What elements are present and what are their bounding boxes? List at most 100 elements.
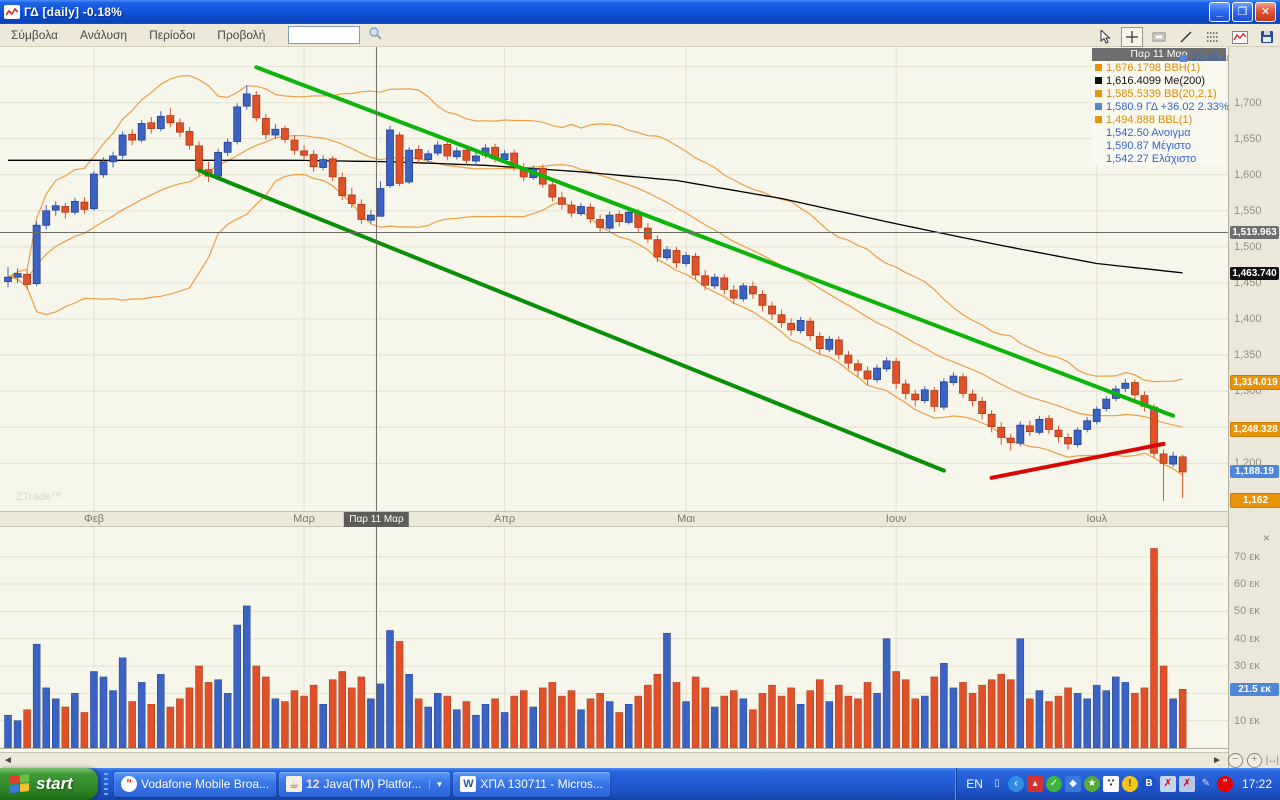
legend-row: 1,585.5339 BB(20,2,1) <box>1092 87 1226 100</box>
group-dropdown-arrow[interactable]: ▼ <box>429 779 443 789</box>
device-icon[interactable]: ▯ <box>994 778 1000 789</box>
network-offline-icon-2[interactable]: ✗ <box>1178 776 1195 792</box>
taskbar-divider <box>104 773 108 795</box>
cursor-icon[interactable] <box>1094 27 1116 47</box>
region-icon[interactable] <box>1148 27 1170 47</box>
price-badge: 1,188.19 <box>1230 465 1279 479</box>
horizontal-scrollbar[interactable]: ◄ ► <box>0 752 1228 768</box>
pen-icon[interactable]: ✎ <box>1201 778 1211 789</box>
window-title: ΓΔ [daily] -0.18% <box>24 5 122 19</box>
close-button[interactable]: ✕ <box>1255 2 1276 22</box>
word-icon: W <box>460 776 477 792</box>
hide-icons-chevron[interactable]: ‹ <box>1007 776 1024 792</box>
antivirus-check-icon[interactable]: ✓ <box>1045 776 1062 792</box>
scroll-right-arrow[interactable]: ► <box>1212 755 1222 766</box>
volume-tick-label: 70 εκ <box>1234 550 1260 563</box>
windows-flag-icon <box>10 774 30 794</box>
menu-bar: Σύμβολα Ανάλυση Περίοδοι Προβολή <box>0 24 1280 47</box>
price-badge: 1,162 <box>1230 493 1280 509</box>
volume-tick-label: 60 εκ <box>1234 578 1260 591</box>
price-badge: 1,463.740 <box>1230 266 1279 280</box>
legend-swatch <box>1095 64 1102 71</box>
chart-area[interactable]: ZTrade™ Παρ 11 Μαρ 1,676.1798 BBH(1) 1,61… <box>0 47 1280 768</box>
crosshair-icon[interactable] <box>1121 27 1143 47</box>
certificate-icon[interactable]: ★ <box>1083 776 1100 792</box>
price-badge: 1,314.019 <box>1230 374 1280 390</box>
volume-badge: 21.5 εκ <box>1230 682 1279 696</box>
dropbox-icon[interactable]: ◆ <box>1064 776 1081 792</box>
security-shield-icon[interactable]: ! <box>1121 776 1138 792</box>
month-label: Μαρ <box>293 513 315 525</box>
legend-date-header: Παρ 11 Μαρ <box>1092 48 1226 61</box>
zoom-out-button[interactable]: − <box>1227 753 1243 768</box>
java-icon: ☕ <box>286 776 303 792</box>
legend-swatch <box>1095 103 1102 110</box>
symbol-search-input[interactable] <box>288 26 361 44</box>
price-badge: 1,519.963 <box>1230 225 1279 239</box>
legend-row: 1,676.1798 BBH(1) <box>1092 61 1226 74</box>
price-badge: 1,248.328 <box>1230 421 1280 437</box>
menu-analysis[interactable]: Ανάλυση <box>80 28 128 42</box>
language-indicator[interactable]: EN <box>966 777 983 791</box>
legend-row: 1,542.27 Ελάχιστο <box>1106 152 1197 165</box>
legend-swatch <box>1095 77 1102 84</box>
menu-symbols[interactable]: Σύμβολα <box>11 28 58 42</box>
volume-chart[interactable] <box>0 527 1228 752</box>
legend-row: 1,616.4099 Me(200) <box>1092 74 1226 87</box>
fit-range-button[interactable]: |↔| <box>1265 755 1279 766</box>
volume-tick-label: 40 εκ <box>1234 632 1260 645</box>
price-chart[interactable] <box>0 47 1228 511</box>
month-label: Ιουλ <box>1086 513 1108 525</box>
legend-swatch <box>1095 90 1102 97</box>
taskbar-button[interactable]: ☕ 12 Java(TM) Platfor... ▼ <box>279 771 451 797</box>
price-tick-label: 1,700 <box>1234 96 1262 109</box>
system-tray: EN ▯ ‹ ▴ ✓ ◆ ★ ∵! B ✗ ✗ ✎” 17:22 <box>955 768 1280 800</box>
panda-icon[interactable]: ∵ <box>1102 776 1119 792</box>
legend-row: 1,494.888 BBL(1) <box>1092 113 1226 126</box>
vodafone-tray-icon[interactable]: ” <box>1216 776 1233 792</box>
ztrade-tray-icon[interactable]: ▴ <box>1026 776 1043 792</box>
taskbar-button[interactable]: W ΧΠΑ 130711 - Micros... <box>453 771 610 797</box>
indicator-legend: Παρ 11 Μαρ 1,676.1798 BBH(1) 1,616.4099 M… <box>1092 48 1229 165</box>
watermark: ZTrade™ <box>16 491 63 503</box>
minimize-button[interactable]: _ <box>1209 2 1230 22</box>
taskbar: start ” Vodafone Mobile Broa... ☕ 12 Java(TM… <box>0 768 1280 800</box>
trendline-icon[interactable] <box>1175 27 1197 47</box>
price-tick-label: 1,400 <box>1234 313 1262 326</box>
taskbar-button[interactable]: ” Vodafone Mobile Broa... <box>114 771 277 797</box>
bluetooth-icon[interactable]: B <box>1140 776 1157 792</box>
legend-swatch <box>1095 116 1102 123</box>
network-offline-icon[interactable]: ✗ <box>1159 776 1176 792</box>
indicator-chart-icon[interactable] <box>1229 27 1251 47</box>
restore-button[interactable]: ❐ <box>1232 2 1253 22</box>
price-tick-label: 1,600 <box>1234 168 1262 181</box>
clock: 17:22 <box>1241 777 1272 791</box>
vodafone-icon: ” <box>121 776 137 792</box>
legend-row: 1,580.9 ΓΔ +36.02 2.33% <box>1092 100 1229 113</box>
month-label: Ιουν <box>885 513 907 525</box>
search-icon[interactable] <box>368 26 383 45</box>
month-label: Μαι <box>677 513 696 525</box>
crosshair-date-badge: Παρ 11 Μαρ <box>344 512 409 527</box>
volume-close-icon[interactable]: × <box>1262 531 1270 545</box>
volume-swatch <box>1180 54 1188 62</box>
scroll-left-arrow[interactable]: ◄ <box>3 755 13 766</box>
price-axis-gutter: 1,700 1,650 1,600 1,550 1,500 1,450 1,400 1,350… <box>1228 47 1280 768</box>
retracement-icon[interactable] <box>1202 27 1224 47</box>
volume-tick-label: 10 εκ <box>1234 714 1260 727</box>
volume-tick-label: 50 εκ <box>1234 605 1260 618</box>
price-tick-label: 1,500 <box>1234 240 1262 253</box>
title-bar: ΓΔ [daily] -0.18% _ ❐ ✕ <box>0 0 1280 24</box>
menu-view[interactable]: Προβολή <box>217 28 266 42</box>
month-label: Απρ <box>494 513 516 525</box>
app-icon <box>4 5 20 19</box>
save-icon[interactable] <box>1256 27 1278 47</box>
price-tick-label: 1,650 <box>1234 132 1262 145</box>
legend-row: 1,542.50 Ανοιγμα <box>1106 126 1191 139</box>
price-tick-label: 1,450 <box>1234 276 1262 289</box>
start-button[interactable]: start <box>0 768 98 800</box>
menu-periods[interactable]: Περίοδοι <box>149 28 196 42</box>
date-axis: Φεβ Μαρ Απρ Μαι Ιουν Ιουλ Παρ 11 Μαρ <box>0 511 1228 527</box>
zoom-in-button[interactable]: + <box>1246 753 1262 768</box>
